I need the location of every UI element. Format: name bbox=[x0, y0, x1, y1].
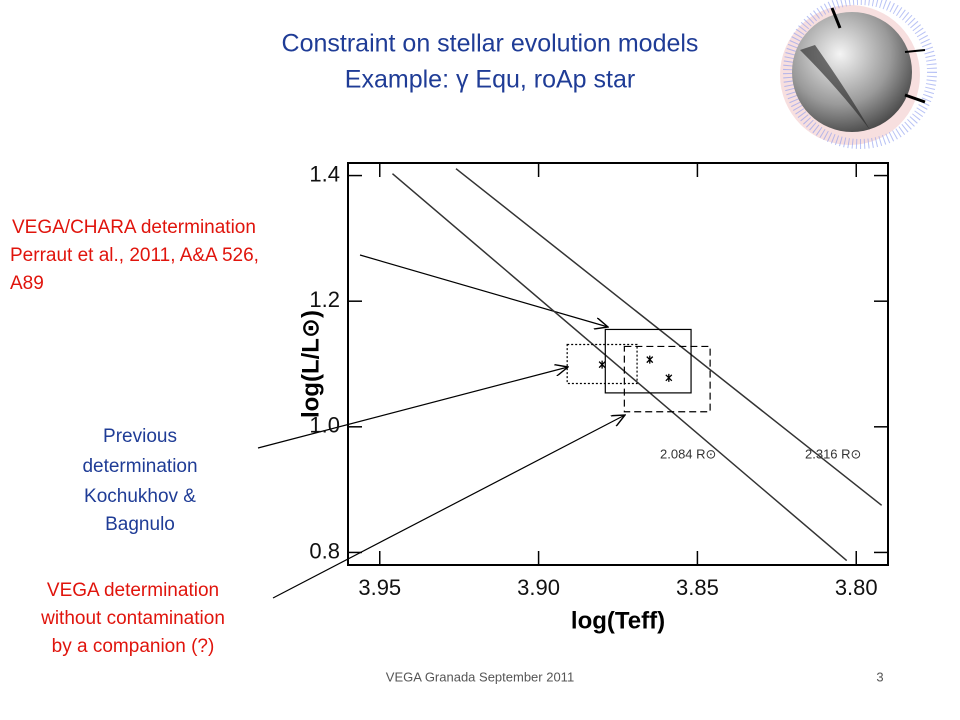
error-box bbox=[566, 343, 638, 385]
isoradius-line bbox=[455, 168, 883, 506]
x-tick-label: 3.95 bbox=[358, 575, 401, 600]
x-axis-label: log(Teff) bbox=[571, 607, 665, 634]
line-label: 2.084 R⊙ bbox=[660, 446, 716, 461]
plot-frame bbox=[347, 162, 889, 566]
footer: VEGA Granada September 2011 bbox=[386, 669, 574, 684]
error-box bbox=[623, 345, 711, 413]
x-tick-label: 3.80 bbox=[835, 575, 878, 600]
y-tick-label: 1.2 bbox=[309, 287, 340, 312]
annotation: VEGA/CHARA determination bbox=[12, 217, 256, 238]
page-number: 3 bbox=[876, 669, 883, 684]
annotation: VEGA determination bbox=[47, 580, 219, 601]
annotation: by a companion (?) bbox=[52, 636, 215, 657]
point bbox=[646, 355, 654, 364]
annotation: Previous bbox=[103, 426, 177, 447]
arrow bbox=[272, 415, 625, 599]
annotation: Bagnulo bbox=[105, 514, 175, 535]
annotation: Perraut et al., 2011, A&A 526, bbox=[10, 245, 259, 266]
isoradius-line bbox=[391, 173, 848, 562]
annotation: without contamination bbox=[40, 608, 225, 629]
y-axis-label: log(L/L⊙) bbox=[297, 310, 324, 418]
point bbox=[665, 373, 673, 382]
point bbox=[598, 360, 606, 369]
error-box bbox=[604, 328, 692, 394]
title: Example: γ Equ, roAp star bbox=[345, 66, 635, 94]
arrow bbox=[359, 254, 608, 327]
chart: 3.95 3.90 3.85 3.80 1.4 1.2 1.0 0.8 log(Teff) log… bbox=[297, 161, 889, 634]
title: Constraint on stellar evolution models bbox=[282, 30, 699, 58]
annotation: Kochukhov & bbox=[84, 486, 196, 507]
annotation: determination bbox=[82, 456, 197, 477]
y-tick-label: 0.8 bbox=[309, 538, 340, 563]
annotation: A89 bbox=[10, 273, 44, 294]
x-tick-label: 3.85 bbox=[676, 575, 719, 600]
y-tick-label: 1.4 bbox=[309, 161, 340, 186]
y-tick-label: 1.0 bbox=[309, 413, 340, 438]
line-label: 2.316 R⊙ bbox=[805, 446, 861, 461]
star-image bbox=[780, 0, 937, 149]
x-tick-label: 3.90 bbox=[517, 575, 560, 600]
arrow bbox=[257, 367, 568, 449]
